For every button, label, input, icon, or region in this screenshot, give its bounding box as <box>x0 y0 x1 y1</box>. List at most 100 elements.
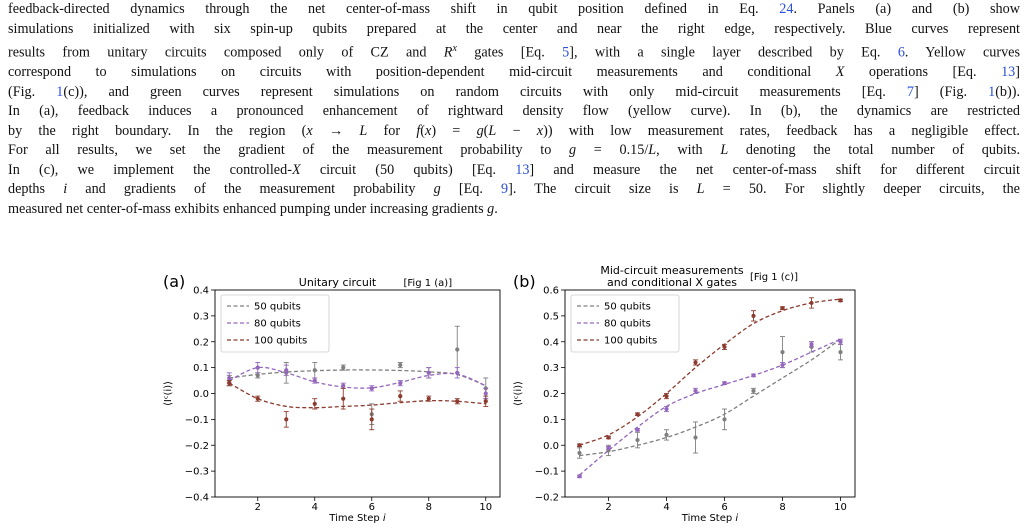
math-symbol: g <box>476 122 484 139</box>
data-point <box>284 368 289 373</box>
caption-text: = 50. For slightly deeper circuits, the <box>704 181 1020 198</box>
data-point <box>664 393 669 399</box>
y-tick-label: −0.2 <box>535 493 559 504</box>
data-point <box>606 445 611 450</box>
y-tick-label: 0.4 <box>543 337 559 348</box>
data-point <box>312 368 317 373</box>
legend-box <box>570 294 680 353</box>
caption-text: − <box>496 122 537 139</box>
data-point <box>312 401 317 406</box>
chart-panel-a: −0.4 −0.3 −0.2 −0.1 0.0 0.1 0.2 0.3 0.4 2 4 6 8 10 Tim… <box>163 272 501 524</box>
x-tick-label: 10 <box>479 502 492 513</box>
y-tick-label: −0.4 <box>185 493 209 504</box>
legend-label: 100 qubits <box>604 336 657 347</box>
figure-svg: −0.4 −0.3 −0.2 −0.1 0.0 0.1 0.2 0.3 0.4 2 4 6 8 10 Tim… <box>163 264 856 524</box>
x-axis-label-symbol: i <box>383 513 386 524</box>
series-line <box>579 298 841 446</box>
equation-ref-link[interactable]: 1 <box>988 83 996 100</box>
data-point <box>577 474 582 479</box>
caption-text: (c)), and green curves represent simulat… <box>63 83 907 100</box>
caption-text: ] and measure the net center-of-mass shi… <box>529 161 1020 178</box>
data-point <box>606 435 611 440</box>
data-point <box>635 412 640 417</box>
equation-ref-link[interactable]: 9 <box>501 181 509 198</box>
x-tick-label: 8 <box>779 502 785 513</box>
legend-label: 80 qubits <box>604 319 651 330</box>
y-tick-label: −0.1 <box>535 467 559 478</box>
x-tick-label: 8 <box>426 502 432 513</box>
caption-text: simulations initialized with six spin-up… <box>8 20 1020 37</box>
data-point <box>664 432 669 437</box>
caption-text: (b)). <box>995 83 1020 100</box>
math-symbol: f <box>416 122 421 139</box>
caption-text: denoting the total number of qubits. <box>728 142 1020 159</box>
y-tick-label: 0.3 <box>193 311 209 322</box>
legend-box <box>220 294 330 353</box>
data-point <box>341 365 346 370</box>
caption-text: measured net center-of-mass exhibits enh… <box>8 200 488 217</box>
series-line <box>229 369 487 387</box>
math-symbol: X <box>835 64 845 81</box>
y-tick-label: 0.2 <box>543 389 559 400</box>
caption-text: . Panels (a) and (b) show <box>793 1 1020 17</box>
data-point <box>780 350 785 355</box>
figure-caption: feedback-directed dynamics through the n… <box>8 0 1020 219</box>
equation-ref-link[interactable]: 6 <box>897 44 905 61</box>
caption-text: circuit (50 qubits) [Eq. <box>300 161 516 178</box>
data-point <box>398 362 403 368</box>
y-tick-label: 0.4 <box>193 286 209 297</box>
x-tick-label: 2 <box>255 502 261 513</box>
data-point <box>483 399 488 404</box>
chart-title: Unitary circuit <box>299 276 377 289</box>
chart-title: Mid-circuit measurements <box>600 264 744 277</box>
math-symbol: R <box>443 44 453 61</box>
x-axis-label-text: Time Step <box>681 513 736 524</box>
chart-title-ref: [Fig 1 (c)] <box>750 272 798 283</box>
equation-ref-link[interactable]: 5 <box>562 44 570 61</box>
data-point <box>838 339 843 344</box>
x-axis-label-text: Time Step <box>328 513 383 524</box>
caption-line: by the right boundary. In the region (x … <box>8 122 1020 142</box>
caption-text: ] <box>1015 64 1020 81</box>
figure: −0.4 −0.3 −0.2 −0.1 0.0 0.1 0.2 0.3 0.4 2 4 6 8 10 Tim… <box>150 258 870 527</box>
caption-text: [Eq. <box>440 181 502 198</box>
data-point <box>693 360 698 365</box>
caption-text: In (a), feedback induces a pronounced en… <box>8 103 1020 120</box>
x-tick-label: 6 <box>369 502 375 513</box>
data-point <box>722 381 727 386</box>
data-point <box>369 386 374 391</box>
equation-ref-link[interactable]: 24 <box>779 1 794 17</box>
panel-label: (b) <box>513 272 536 291</box>
caption-text: for <box>367 122 417 139</box>
caption-text: ( <box>420 122 426 139</box>
data-point <box>635 437 640 443</box>
equation-ref-link[interactable]: 13 <box>515 161 530 178</box>
data-point <box>455 370 460 375</box>
data-point <box>426 370 431 375</box>
math-symbol: L <box>359 122 368 139</box>
caption-text: ( <box>483 122 489 139</box>
x-axis-label: Time Step i <box>328 513 386 524</box>
series-line <box>579 338 841 457</box>
math-superscript: x <box>452 43 457 54</box>
chart-title: and conditional X gates <box>607 276 737 289</box>
data-point <box>664 406 669 412</box>
data-point <box>398 381 403 386</box>
caption-line: (Fig. 1(c)), and green curves represent … <box>8 83 1020 103</box>
equation-ref-link[interactable]: 1 <box>56 83 64 100</box>
data-point <box>693 435 698 440</box>
caption-text: and gradients of the measurement probabi… <box>67 181 434 198</box>
equation-ref-link[interactable]: 7 <box>906 83 914 100</box>
math-symbol: x <box>425 122 432 139</box>
legend-label: 50 qubits <box>254 302 301 313</box>
data-point <box>635 427 640 432</box>
legend-label: 100 qubits <box>254 336 307 347</box>
equation-ref-link[interactable]: 13 <box>1001 64 1016 81</box>
chart-title-ref: [Fig 1 (a)] <box>404 278 453 289</box>
data-point <box>227 375 232 381</box>
data-point <box>780 362 785 368</box>
data-point <box>255 365 260 370</box>
caption-text: (Fig. <box>8 83 57 100</box>
caption-line: correspond to simulations on circuits wi… <box>8 63 1020 83</box>
caption-line: simulations initialized with six spin-up… <box>8 20 1020 40</box>
